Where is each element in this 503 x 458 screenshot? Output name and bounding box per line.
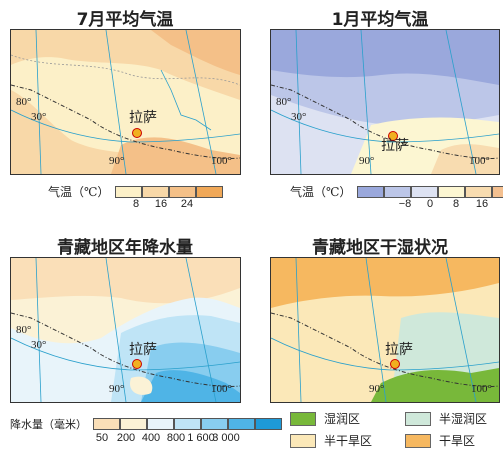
city-label-lhasa: 拉萨 — [385, 342, 413, 358]
legend-swatch — [492, 185, 503, 198]
legend-label: 干旱区 — [439, 434, 476, 448]
legend-swatch — [174, 418, 201, 430]
legend-ticks-january: −8 0 8 16 — [0, 198, 503, 212]
legend-swatch — [142, 185, 170, 198]
legend-tick: 200 — [116, 432, 136, 444]
city-label-lhasa: 拉萨 — [129, 110, 157, 126]
legend-swatch — [147, 418, 174, 430]
label-lon-100: 100° — [211, 155, 232, 167]
legend-label: 湿润区 — [324, 412, 361, 426]
legend-swatch — [196, 185, 224, 198]
label-lon-100: 100° — [471, 383, 492, 395]
legend-swatch — [120, 418, 147, 430]
legend-swatch — [405, 411, 431, 426]
legend-swatch — [405, 433, 431, 448]
label-lon-90: 90° — [109, 383, 124, 395]
legend-tick: 16 — [475, 198, 489, 210]
legend-title: 降水量（毫米） — [10, 418, 87, 431]
label-lat-30: 30° — [31, 339, 46, 351]
legend-swatch — [465, 185, 493, 198]
legend-swatch — [228, 418, 255, 430]
legend-tick: 400 — [141, 432, 161, 444]
legend-title: 气温（℃） — [48, 185, 110, 199]
legend-label: 半湿润区 — [439, 412, 488, 426]
title-annual-precipitation: 青藏地区年降水量 — [57, 238, 193, 258]
legend-title: 气温（℃） — [290, 185, 352, 199]
map-january-temperature: 拉萨 80° 30° 90° 100° — [270, 29, 500, 175]
city-label-lhasa: 拉萨 — [381, 138, 409, 154]
legend-annual-precipitation: 降水量（毫米） — [10, 416, 282, 432]
legend-item-humid: 湿润区 — [290, 410, 360, 427]
legend-swatch — [411, 185, 439, 198]
label-lat-30: 30° — [291, 111, 306, 123]
legend-january-temperature: 气温（℃） — [290, 183, 503, 200]
legend-ticks-precipitation: 50 200 400 800 1 600 3 000 — [0, 432, 503, 446]
legend-tick: −8 — [398, 198, 412, 210]
label-lon-100: 100° — [211, 383, 232, 395]
legend-swatch — [201, 418, 228, 430]
label-lon-90: 90° — [109, 155, 124, 167]
legend-label: 半干旱区 — [324, 434, 373, 448]
legend-swatch — [255, 418, 282, 430]
label-lon-80: 80° — [16, 96, 31, 108]
legend-tick: 50 — [95, 432, 109, 444]
legend-tick: 16 — [154, 198, 168, 210]
legend-tick: 800 — [166, 432, 186, 444]
legend-swatch — [290, 411, 316, 426]
legend-tick: 8 — [132, 198, 140, 210]
label-lon-100: 100° — [469, 155, 490, 167]
legend-swatch — [438, 185, 466, 198]
legend-item-semi-humid: 半湿润区 — [405, 410, 487, 427]
legend-swatch — [169, 185, 197, 198]
title-july-temperature: 7月平均气温 — [76, 10, 174, 30]
legend-tick: 0 — [426, 198, 434, 210]
legend-ticks-july: 8 16 24 — [0, 198, 503, 212]
label-lon-80: 80° — [16, 324, 31, 336]
map-july-temperature: 拉萨 80° 30° 90° 100° — [10, 29, 241, 175]
legend-swatch — [115, 185, 143, 198]
label-lat-30: 30° — [31, 111, 46, 123]
legend-tick: 1 600 — [187, 432, 215, 444]
legend-swatch — [93, 418, 120, 430]
legend-tick: 8 — [452, 198, 460, 210]
legend-item-semi-arid: 半干旱区 — [290, 432, 372, 449]
legend-july-temperature: 气温（℃） — [48, 183, 224, 200]
legend-swatch — [384, 185, 412, 198]
legend-swatch — [290, 433, 316, 448]
city-label-lhasa: 拉萨 — [129, 342, 157, 358]
title-humidity-zones: 青藏地区干湿状况 — [312, 238, 448, 258]
legend-item-arid: 干旱区 — [405, 432, 475, 449]
title-january-temperature: 1月平均气温 — [331, 10, 429, 30]
map-annual-precipitation: 拉萨 80° 30° 90° 100° — [10, 257, 241, 403]
label-lon-90: 90° — [369, 383, 384, 395]
legend-swatch — [357, 185, 385, 198]
label-lon-80: 80° — [276, 96, 291, 108]
label-lon-90: 90° — [359, 155, 374, 167]
map-humidity-zones: 拉萨 90° 100° — [270, 257, 500, 403]
legend-tick: 24 — [180, 198, 194, 210]
legend-tick: 3 000 — [212, 432, 240, 444]
